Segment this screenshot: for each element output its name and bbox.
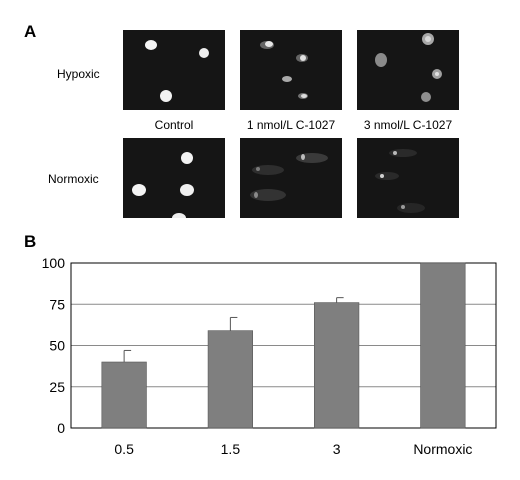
micrograph-normoxic-3nm [357,138,459,218]
bar-1.5 [207,330,253,429]
x-tick-label-0.5: 0.5 [114,441,134,457]
micrograph-hypoxic-control [123,30,225,110]
micrograph-normoxic-control [123,138,225,218]
bar-Normoxic [420,262,466,429]
y-tick-label-0: 0 [57,420,65,436]
bar-0.5 [101,361,147,429]
panel-b-letter: B [24,232,37,251]
micrograph-hypoxic-3nm [357,30,459,110]
plot-frame [70,262,497,429]
condition-label-control: Control [154,118,194,132]
condition-label-3nm: 3 nmol/L C-1027 [363,118,453,132]
x-tick-label-3: 3 [333,441,341,457]
micrograph-normoxic-1nm [240,138,342,218]
row-label-hypoxic: Hypoxic [57,67,100,81]
panel-a-letter: A [24,22,37,41]
y-tick-label-25: 25 [49,379,65,395]
x-tick-label-1.5: 1.5 [221,441,241,457]
y-tick-label-50: 50 [49,338,65,354]
y-tick-label-75: 75 [49,296,65,312]
micrograph-hypoxic-1nm [240,30,342,110]
y-tick-label-100: 100 [42,255,66,271]
bar-3 [314,302,360,429]
condition-label-1nm: 1 nmol/L C-1027 [246,118,336,132]
row-label-normoxic: Normoxic [48,172,99,186]
x-tick-label-Normoxic: Normoxic [413,441,472,457]
